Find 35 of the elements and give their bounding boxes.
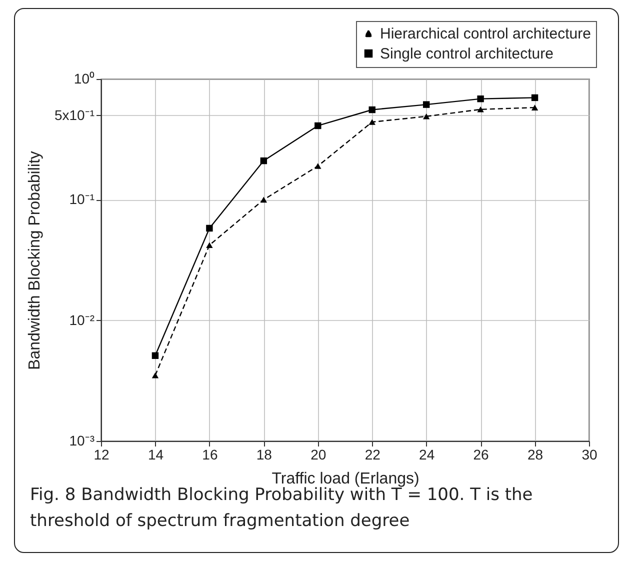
x-tick-label: 24 <box>419 446 435 462</box>
legend-label: Hierarchical control architecture <box>380 26 591 42</box>
x-tick-label: 12 <box>94 446 110 462</box>
x-tick-label: 18 <box>256 446 272 462</box>
point <box>477 95 484 102</box>
point <box>260 157 268 164</box>
y-tick-label: 10⁰ <box>74 70 94 86</box>
x-tick-label: 22 <box>364 446 381 462</box>
x-axis-title: Traffic load (Erlangs) <box>272 470 420 488</box>
point <box>422 113 430 120</box>
x-tick-label: 26 <box>473 446 490 462</box>
point <box>368 119 376 125</box>
point <box>531 94 538 102</box>
point <box>531 104 538 110</box>
x-tick-label: 16 <box>202 446 218 462</box>
point <box>152 352 159 359</box>
x-tick-label: 28 <box>527 446 544 462</box>
y-tick-label: 5x10⁻¹ <box>54 106 95 123</box>
x-tick-label: 20 <box>310 446 326 462</box>
legend-label: Single control architecture <box>380 46 554 62</box>
y-tick-label: 10⁻³ <box>69 432 95 448</box>
point <box>477 106 484 112</box>
x-tick-label: 14 <box>148 446 164 462</box>
point <box>314 163 322 169</box>
y-axis-title: Bandwidth Blocking Probability <box>26 151 44 370</box>
point <box>206 242 213 248</box>
x-tick-label: 30 <box>582 446 598 462</box>
point <box>314 122 322 130</box>
y-tick-label: 10⁻¹ <box>69 191 95 208</box>
point <box>206 224 213 232</box>
point <box>422 101 430 108</box>
point <box>152 372 159 378</box>
y-tick-label: 10⁻² <box>69 312 95 328</box>
point <box>368 106 376 114</box>
point <box>260 196 268 203</box>
